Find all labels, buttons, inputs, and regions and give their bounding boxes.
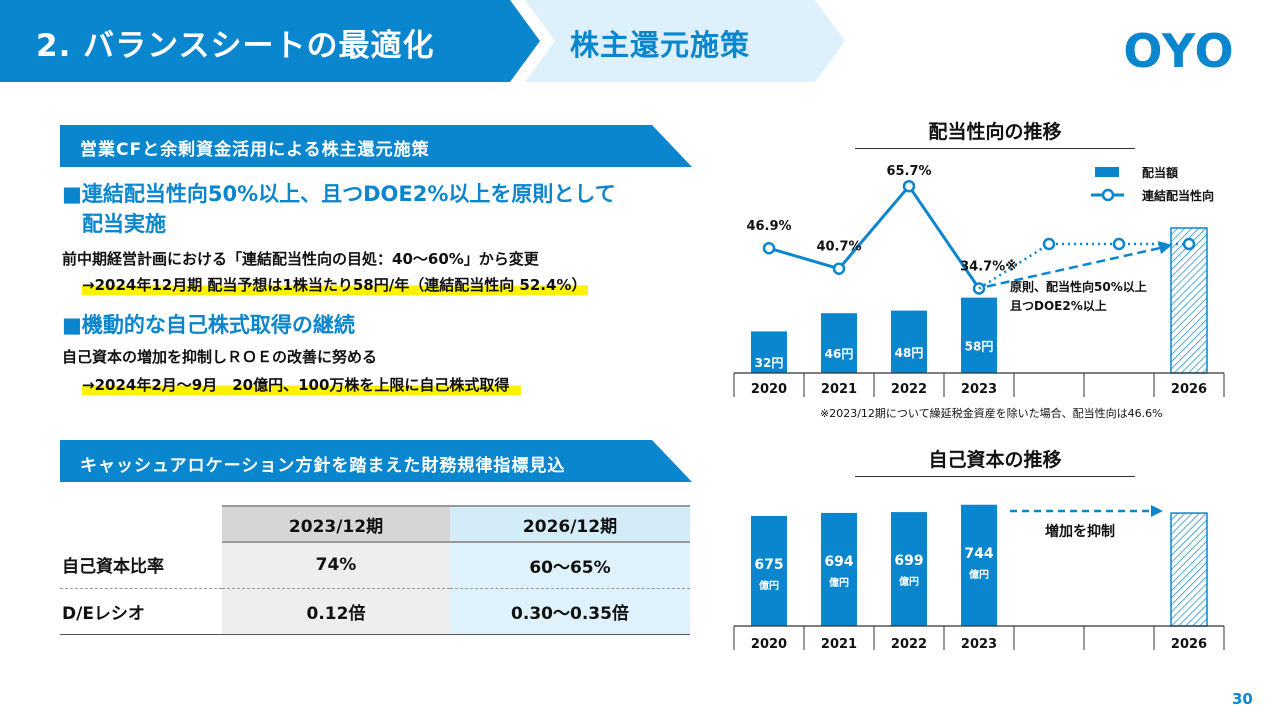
chart2-title: 自己資本の推移	[928, 449, 1062, 471]
equity-bar-2022	[891, 512, 927, 626]
table-row: 自己資本比率 74% 60〜65%	[60, 542, 690, 588]
x-tick-label: 2026	[1171, 637, 1207, 652]
x-tick-label: 2022	[891, 382, 927, 397]
legend-dividend: 配当額	[1142, 165, 1178, 180]
projection-dotted-line	[978, 242, 1189, 290]
cell-de-ratio-2026: 0.30〜0.35倍	[450, 587, 690, 635]
section1-banner	[60, 125, 692, 167]
table-header-2026: 2026/12期	[450, 505, 690, 543]
x-tick-label: 2023	[961, 637, 997, 652]
projection-point	[1112, 237, 1126, 251]
section2-title: キャッシュアロケーション方針を踏まえた財務規律指標見込	[80, 456, 566, 476]
trend-arrowhead	[1158, 241, 1172, 254]
equity-bar-value: 675	[754, 557, 783, 573]
payout-ratio-line	[768, 183, 981, 290]
policy-note-line2: 且つDOE2%以上	[1010, 298, 1107, 313]
table-row: D/Eレシオ 0.12倍 0.30〜0.35倍	[60, 587, 690, 635]
dividend-bar-label: 32円	[755, 356, 784, 370]
payout-ratio-label: 34.7%※	[960, 259, 1018, 274]
roe-text: 自己資本の増加を抑制しＲＯＥの改善に努める	[62, 348, 378, 366]
equity-bar-unit: 億円	[899, 575, 919, 588]
payout-ratio-point	[902, 179, 916, 193]
equity-bar-value: 699	[894, 553, 923, 569]
header-title-banner	[0, 0, 540, 82]
bullet-share-buyback: ■機動的な自己株式取得の継続	[62, 313, 355, 337]
x-tick-label: 2020	[751, 382, 787, 397]
chart1-footnote: ※2023/12期について繰延税金資産を除いた場合、配当性向は46.6%	[820, 406, 1163, 420]
table-header-row: 2023/12期 2026/12期	[60, 505, 690, 543]
x-tick-label: 2026	[1171, 382, 1207, 397]
equity-bar-value: 694	[824, 554, 853, 570]
dividend-bar-2022	[891, 310, 927, 373]
projection-point	[1042, 237, 1056, 251]
page-title: 2. バランスシートの最適化	[36, 28, 435, 64]
table-header-2023: 2023/12期	[222, 505, 450, 543]
restrain-arrow	[1010, 505, 1163, 517]
financial-metrics-table: 2023/12期 2026/12期 自己資本比率 74% 60〜65% D/Eレ…	[60, 505, 690, 635]
equity-bar-unit: 億円	[829, 576, 849, 589]
equity-bar-unit: 億円	[759, 579, 779, 592]
payout-ratio-point	[762, 241, 776, 255]
policy-note-line1: 原則、配当性向50%以上	[1010, 279, 1147, 294]
equity-bar-2023	[961, 504, 997, 626]
chart1-title-underline	[855, 148, 1135, 149]
dividend-payout-chart: 配当額 連結配当性向 32円 46円 48円 58円 46.9% 40.7% 65.7% 3…	[733, 164, 1225, 420]
dividend-bar-label: 58円	[965, 339, 994, 353]
payout-ratio-label: 65.7%	[886, 164, 931, 179]
table-header-blank	[60, 506, 222, 542]
page-subtitle: 株主還元施策	[570, 28, 751, 62]
bullet-dividend-policy: ■連結配当性向50%以上、且つDOE2%以上を原則として	[62, 182, 616, 206]
row-label-de-ratio: D/Eレシオ	[60, 587, 222, 635]
x-tick-label: 2020	[751, 637, 787, 652]
legend-swatch-bar	[1095, 167, 1119, 177]
x-tick-label: 2021	[821, 637, 857, 652]
svg-text:OYO: OYO	[1123, 28, 1234, 72]
equity-chart: 675 億円 694 億円 699 億円 744 億円 2020 2021 2022 2023 202…	[733, 504, 1225, 652]
section2-banner	[60, 440, 692, 482]
cell-de-ratio-2023: 0.12倍	[222, 587, 450, 635]
equity-bar-2026-target	[1170, 512, 1208, 627]
x-tick-label: 2021	[821, 382, 857, 397]
page-number: 30	[1232, 690, 1253, 708]
payout-ratio-point	[832, 262, 846, 275]
cell-equity-ratio-2026: 60〜65%	[450, 542, 690, 588]
bullet-dividend-policy-cont: 配当実施	[82, 212, 166, 236]
x-tick-label: 2023	[961, 382, 997, 397]
projection-point	[1182, 237, 1196, 251]
chart2-title-underline	[855, 476, 1135, 477]
section1-title: 営業CFと余剰資金活用による株主還元施策	[80, 140, 430, 160]
trend-dashed-arrow	[986, 246, 1161, 288]
chart1-legend: 配当額 連結配当性向	[1091, 165, 1214, 203]
policy-change-text: 前中期経営計画における「連結配当性向の目処：40〜60%」から変更	[62, 250, 539, 268]
dividend-bar-label: 48円	[895, 346, 924, 360]
legend-marker	[1101, 188, 1115, 202]
payout-ratio-label: 40.7%	[816, 240, 861, 255]
dividend-bar-2020	[751, 331, 787, 373]
buyback-detail-text: →2024年2月〜9月 20億円、100万株を上限に自己株式取得	[82, 374, 522, 395]
dividend-bar-label: 46円	[825, 347, 854, 361]
row-label-equity-ratio: 自己資本比率	[62, 557, 164, 578]
equity-bar-unit: 億円	[969, 568, 989, 581]
cell-equity-ratio-2023: 74%	[222, 542, 450, 588]
oyo-logo: OYO	[1123, 28, 1234, 72]
dividend-bar-2021	[821, 313, 857, 373]
header-subtitle-banner	[525, 0, 845, 82]
equity-bar-2020	[751, 516, 787, 626]
equity-bar-2021	[821, 512, 857, 626]
restrain-label: 増加を抑制	[1045, 523, 1115, 540]
x-tick-label: 2022	[891, 637, 927, 652]
legend-payout-ratio: 連結配当性向	[1142, 188, 1214, 203]
dividend-forecast-text: →2024年12月期 配当予想は1株当たり58円/年（連結配当性向 52.4%）	[82, 274, 589, 295]
chart1-title: 配当性向の推移	[928, 121, 1062, 143]
equity-bar-value: 744	[964, 546, 993, 562]
payout-ratio-label: 46.9%	[746, 219, 791, 234]
dividend-bar-2023	[961, 297, 997, 373]
